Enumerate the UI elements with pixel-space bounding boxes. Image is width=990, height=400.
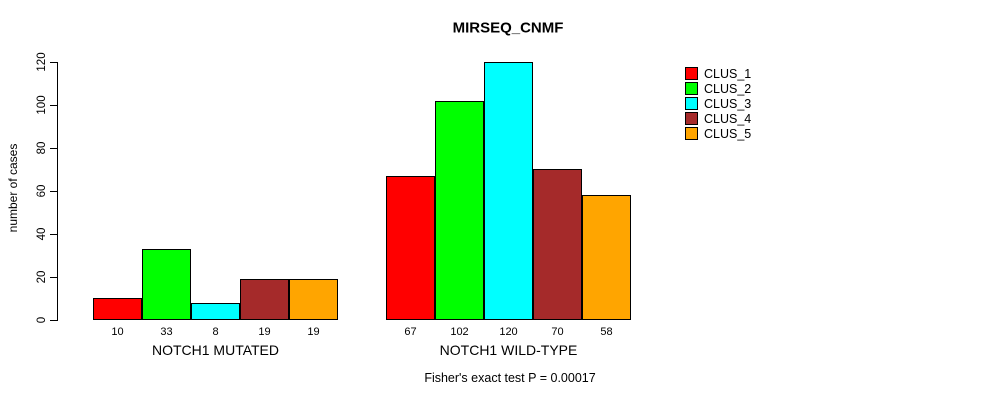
legend-item-clus_1: CLUS_1 xyxy=(685,66,751,81)
y-tick-mark xyxy=(50,104,57,106)
bar-clus_2 xyxy=(435,101,484,320)
legend-label: CLUS_2 xyxy=(704,81,752,96)
bar-value-label: 19 xyxy=(258,326,271,338)
bar-clus_4 xyxy=(533,169,582,320)
group-label: NOTCH1 MUTATED xyxy=(151,342,280,358)
y-tick-mark xyxy=(50,190,57,192)
chart-title: MIRSEQ_CNMF xyxy=(452,19,564,37)
legend-item-clus_5: CLUS_5 xyxy=(685,126,751,141)
y-tick-label: 20 xyxy=(36,270,48,284)
bar-value-label: 120 xyxy=(499,326,518,338)
bar-clus_3 xyxy=(191,303,240,320)
legend-item-clus_3: CLUS_3 xyxy=(685,96,751,111)
bar-clus_5 xyxy=(582,195,631,320)
legend-item-clus_4: CLUS_4 xyxy=(685,111,751,126)
y-tick-label: 0 xyxy=(36,316,48,324)
y-tick-label: 60 xyxy=(36,184,48,198)
legend-item-clus_2: CLUS_2 xyxy=(685,81,751,96)
y-tick-label: 80 xyxy=(36,141,48,155)
bar-value-label: 10 xyxy=(111,326,124,338)
legend-swatch xyxy=(685,97,698,110)
y-axis-line xyxy=(57,62,58,321)
y-tick-mark xyxy=(50,276,57,278)
y-tick-mark xyxy=(50,319,57,321)
bar-value-label: 67 xyxy=(404,326,417,338)
fisher-test-note: Fisher's exact test P = 0.00017 xyxy=(424,371,596,385)
bar-value-label: 33 xyxy=(160,326,173,338)
bar-value-label: 19 xyxy=(307,326,320,338)
legend-label: CLUS_3 xyxy=(704,96,752,111)
bar-value-label: 58 xyxy=(600,326,613,338)
y-tick-mark xyxy=(50,61,57,63)
legend: CLUS_1 CLUS_2 CLUS_3 CLUS_4 CLUS_5 xyxy=(685,66,751,141)
bar-clus_4 xyxy=(240,279,289,320)
bar-value-label: 102 xyxy=(450,326,469,338)
bar-clus_2 xyxy=(142,249,191,320)
y-axis-label: number of cases xyxy=(6,143,20,233)
legend-swatch xyxy=(685,127,698,140)
legend-swatch xyxy=(685,82,698,95)
group-label: NOTCH1 WILD-TYPE xyxy=(439,342,578,358)
y-tick-label: 40 xyxy=(36,227,48,241)
legend-label: CLUS_4 xyxy=(704,111,752,126)
bar-clus_3 xyxy=(484,62,533,320)
bar-value-label: 70 xyxy=(551,326,564,338)
y-tick-mark xyxy=(50,233,57,235)
legend-label: CLUS_5 xyxy=(704,126,752,141)
legend-label: CLUS_1 xyxy=(704,66,752,81)
bar-clus_1 xyxy=(386,176,435,320)
bar-clus_1 xyxy=(93,298,142,320)
y-tick-label: 100 xyxy=(36,95,48,115)
bar-clus_5 xyxy=(289,279,338,320)
y-tick-label: 120 xyxy=(36,52,48,72)
y-tick-mark xyxy=(50,147,57,149)
legend-swatch xyxy=(685,112,698,125)
legend-swatch xyxy=(685,67,698,80)
bar-value-label: 8 xyxy=(212,326,219,338)
